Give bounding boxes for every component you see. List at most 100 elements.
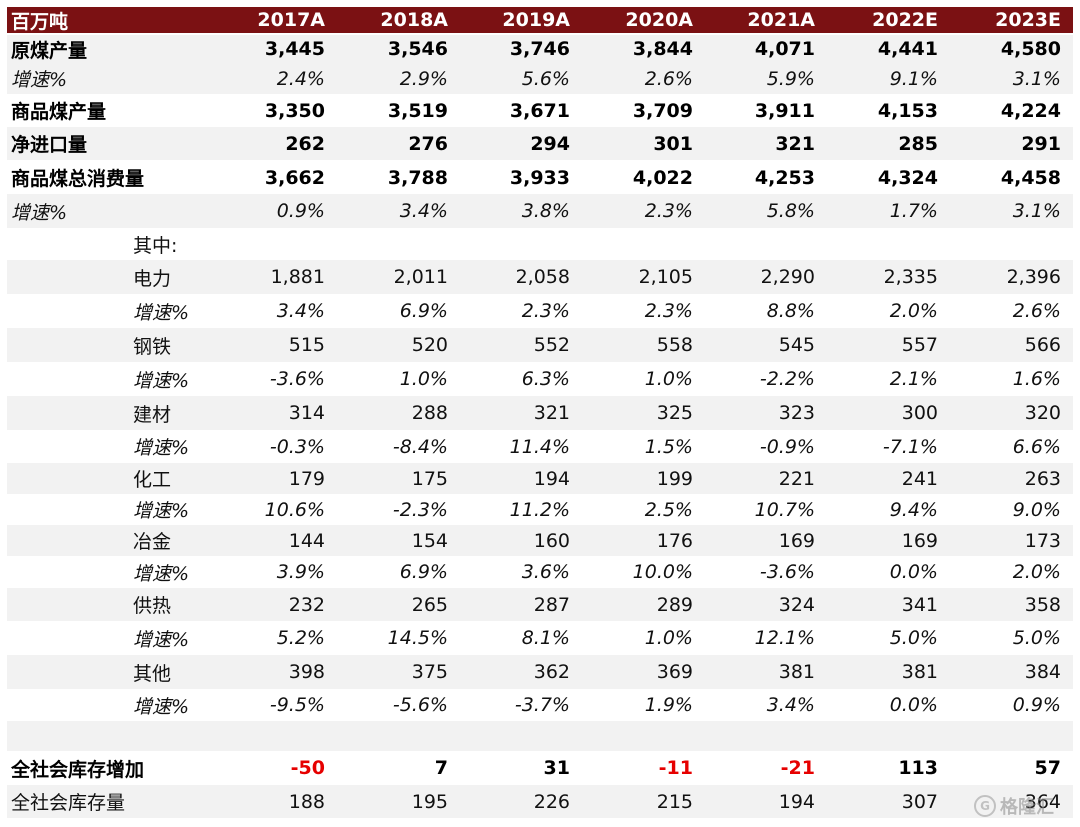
cell-value	[583, 721, 693, 751]
table-row: 增速% 5.2% 14.5% 8.1% 1.0% 12.1% 5.0% 5.0%	[7, 621, 1073, 655]
header-year: 2018A	[380, 9, 448, 31]
cell-value: -11	[658, 757, 693, 779]
cell-value: 10.7%	[754, 498, 815, 521]
cell-value	[460, 228, 570, 260]
cell-value: 5.6%	[521, 67, 570, 90]
cell-value: 1,881	[270, 266, 325, 288]
cell-value: 154	[411, 529, 448, 552]
cell-value: 300	[901, 402, 938, 424]
cell-value: 14.5%	[387, 627, 448, 649]
cell-value	[583, 228, 693, 260]
cell-value: 320	[1024, 402, 1061, 424]
cell-value: 2.5%	[644, 498, 693, 521]
row-label: 增速%	[133, 437, 190, 459]
cell-value: 558	[656, 334, 693, 356]
cell-value: 325	[656, 402, 693, 424]
cell-value	[705, 721, 815, 751]
cell-value: 2.0%	[889, 300, 938, 322]
cell-value: -2.2%	[759, 368, 815, 390]
cell-value: 265	[411, 593, 448, 616]
cell-value: 12.1%	[754, 627, 815, 649]
cell-value: 3.4%	[766, 694, 815, 716]
header-year: 2017A	[257, 9, 325, 31]
cell-value: 194	[778, 790, 815, 813]
cell-value	[951, 721, 1061, 751]
row-label: 净进口量	[11, 134, 88, 156]
cell-value: 2,290	[760, 266, 815, 288]
cell-value: 323	[778, 402, 815, 424]
table-row: 建材 314 288 321 325 323 300 320	[7, 396, 1073, 430]
cell-value: 398	[288, 661, 325, 683]
cell-value: 6.9%	[399, 561, 448, 583]
cell-value: 5.9%	[766, 67, 815, 90]
row-label: 化工	[133, 469, 172, 491]
cell-value: 4,071	[754, 38, 815, 60]
cell-value: 0.0%	[889, 561, 938, 583]
cell-value: 4,441	[877, 38, 938, 60]
cell-value: 5.0%	[889, 627, 938, 649]
cell-value: 2.9%	[399, 67, 448, 90]
table-row: 钢铁 515 520 552 558 545 557 566	[7, 328, 1073, 362]
cell-value: 3.4%	[399, 200, 448, 222]
cell-value: -3.6%	[269, 368, 325, 390]
cell-value: 1.0%	[399, 368, 448, 390]
cell-value	[215, 721, 325, 751]
row-label: 电力	[133, 267, 172, 290]
cell-value: 3.6%	[521, 561, 570, 583]
cell-value: 3,844	[632, 38, 693, 60]
cell-value: 341	[901, 593, 938, 616]
header-year: 2021A	[747, 9, 815, 31]
table-row: 净进口量 262 276 294 301 321 285 291	[7, 127, 1073, 160]
cell-value: 3.1%	[1012, 200, 1061, 222]
row-label: 增速%	[133, 500, 190, 522]
cell-value: 3.1%	[1012, 67, 1061, 90]
table-row: 冶金 144 154 160 176 169 169 173	[7, 525, 1073, 556]
cell-value: 5.8%	[766, 200, 815, 222]
cell-value: 3.9%	[276, 561, 325, 583]
cell-value: 1.9%	[644, 694, 693, 716]
table-row: 增速% 0.9% 3.4% 3.8% 2.3% 5.8% 1.7% 3.1%	[7, 194, 1073, 228]
cell-value: 287	[533, 593, 570, 616]
header-year: 2019A	[502, 9, 570, 31]
row-label: 增速%	[133, 369, 190, 392]
cell-value: 188	[288, 790, 325, 813]
table-row: 商品煤产量 3,350 3,519 3,671 3,709 3,911 4,153 4,224	[7, 94, 1073, 127]
cell-value: 364	[1024, 790, 1061, 813]
cell-value: 3,709	[632, 99, 693, 122]
cell-value: 6.3%	[521, 368, 570, 390]
table-row: 原煤产量 3,445 3,546 3,746 3,844 4,071 4,441 4,580	[7, 35, 1073, 63]
cell-value: 179	[288, 467, 325, 490]
cell-value: 57	[1034, 757, 1061, 779]
cell-value: 566	[1024, 334, 1061, 356]
cell-value: 4,153	[877, 99, 938, 122]
cell-value: -2.3%	[392, 498, 448, 521]
cell-value: 301	[653, 132, 693, 155]
cell-value: 195	[411, 790, 448, 813]
row-label: 增速%	[133, 562, 190, 585]
table-row: 增速% -3.6% 1.0% 6.3% 1.0% -2.2% 2.1% 1.6%	[7, 362, 1073, 396]
cell-value: -21	[780, 757, 815, 779]
cell-value: 3,933	[509, 166, 570, 189]
cell-value: 4,224	[1000, 99, 1061, 122]
cell-value: 288	[411, 402, 448, 424]
cell-value	[705, 228, 815, 260]
cell-value: 6.6%	[1012, 435, 1061, 458]
cell-value: 557	[901, 334, 938, 356]
cell-value: 3,546	[387, 38, 448, 60]
cell-value: 4,253	[754, 166, 815, 189]
row-label: 增速%	[133, 301, 190, 324]
cell-value: 1.0%	[644, 368, 693, 390]
row-label: 增速%	[133, 695, 190, 718]
row-label: 冶金	[133, 531, 172, 553]
table-row: 增速% 10.6% -2.3% 11.2% 2.5% 10.7% 9.4% 9.0%	[7, 494, 1073, 525]
table-row: 增速% 3.9% 6.9% 3.6% 10.0% -3.6% 0.0% 2.0%	[7, 556, 1073, 588]
cell-value: 321	[533, 402, 570, 424]
cell-value: -3.7%	[514, 694, 570, 716]
cell-value: 314	[288, 402, 325, 424]
cell-value: 176	[656, 529, 693, 552]
cell-value: 515	[288, 334, 325, 356]
cell-value: 113	[898, 757, 938, 779]
cell-value	[338, 228, 448, 260]
cell-value: 4,580	[1000, 38, 1061, 60]
